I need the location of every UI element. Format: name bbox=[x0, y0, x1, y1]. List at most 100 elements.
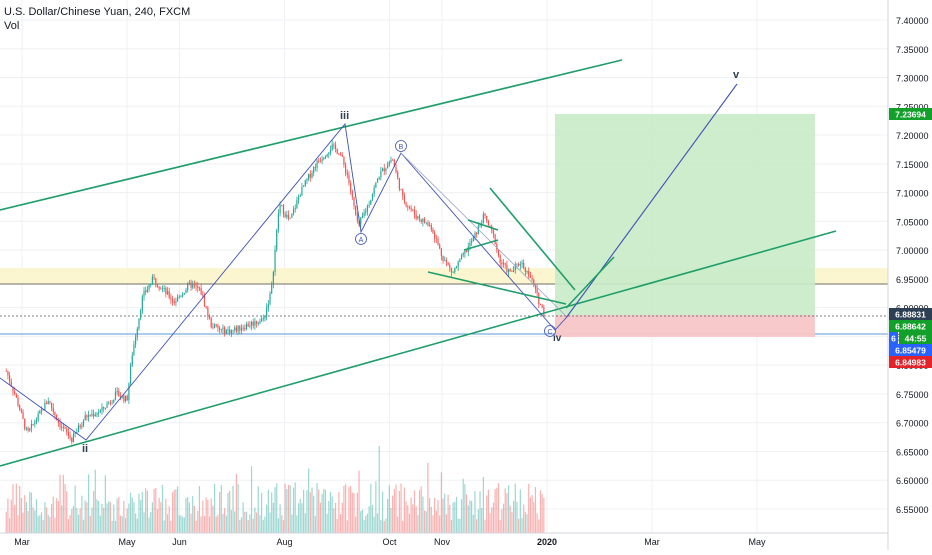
volume-bar bbox=[14, 505, 16, 533]
candle-body bbox=[539, 304, 542, 306]
wave-circle-a bbox=[355, 233, 367, 245]
candle-body bbox=[79, 425, 81, 428]
candle-body bbox=[22, 412, 24, 419]
volume-bar bbox=[195, 520, 197, 533]
breakout-line[interactable] bbox=[565, 256, 615, 309]
volume-bar bbox=[146, 490, 148, 533]
candle-body bbox=[353, 197, 355, 206]
candle-body bbox=[183, 293, 185, 295]
candle-body bbox=[203, 295, 206, 307]
candle-body bbox=[66, 428, 68, 433]
volume-bar bbox=[257, 486, 259, 533]
volume-bar bbox=[124, 517, 127, 533]
volume-bar bbox=[71, 509, 73, 533]
volume-bar bbox=[429, 498, 431, 533]
volume-bar bbox=[98, 500, 100, 533]
candle-body bbox=[219, 327, 221, 330]
volume-bar bbox=[380, 519, 382, 533]
volume-bar bbox=[178, 515, 180, 533]
candle-body bbox=[138, 318, 140, 329]
candle-body bbox=[225, 330, 227, 334]
price-label-bg bbox=[889, 344, 932, 356]
volume-bar bbox=[213, 484, 216, 533]
candle-body bbox=[10, 381, 12, 387]
candle-body bbox=[301, 186, 303, 196]
volume-bar bbox=[250, 466, 253, 533]
candle-body bbox=[531, 277, 533, 280]
candle-body bbox=[151, 276, 154, 284]
volume-bar bbox=[15, 483, 17, 533]
volume-bar bbox=[138, 493, 140, 533]
candle-body bbox=[232, 330, 234, 331]
wedge-bottom[interactable] bbox=[427, 271, 567, 305]
volume-bar bbox=[212, 505, 214, 533]
volume-bar bbox=[242, 502, 244, 533]
stop-zone bbox=[555, 315, 815, 337]
candle-body bbox=[150, 283, 152, 286]
volume-bar bbox=[266, 504, 268, 533]
volume-bar bbox=[109, 502, 112, 533]
volume-bar bbox=[24, 495, 26, 533]
candle-body bbox=[198, 287, 201, 289]
volume-bar bbox=[57, 500, 59, 533]
candle-body bbox=[442, 256, 444, 261]
volume-bar bbox=[29, 491, 31, 533]
y-tick-label: 7.40000 bbox=[896, 16, 929, 26]
volume-bar bbox=[143, 512, 145, 533]
candle-body bbox=[304, 180, 306, 186]
candle-body bbox=[281, 204, 283, 206]
volume-bar bbox=[192, 495, 194, 533]
candle-body bbox=[402, 190, 404, 196]
candle-body bbox=[163, 288, 165, 290]
wave-label-iii: iii bbox=[340, 110, 349, 122]
channel-upper[interactable] bbox=[0, 59, 623, 211]
volume-bar bbox=[397, 516, 399, 533]
volume-bar bbox=[321, 494, 323, 533]
candle-body bbox=[521, 262, 523, 265]
wave-projection[interactable] bbox=[565, 83, 738, 319]
wave-path[interactable] bbox=[0, 122, 567, 441]
volume-bar bbox=[410, 497, 412, 533]
candle-body bbox=[435, 238, 437, 240]
volume-bar bbox=[363, 520, 365, 533]
candle-body bbox=[383, 168, 385, 172]
volume-bar bbox=[487, 489, 490, 533]
triangle-line[interactable] bbox=[467, 219, 499, 231]
candle-body bbox=[311, 172, 313, 178]
volume-bar bbox=[34, 510, 36, 533]
candle-body bbox=[227, 329, 229, 331]
candle-body bbox=[200, 287, 202, 295]
volume-bar bbox=[331, 496, 333, 533]
volume-bar bbox=[168, 506, 170, 533]
channel-lower[interactable] bbox=[0, 230, 837, 467]
price-label-bg bbox=[889, 332, 898, 344]
candle-body bbox=[234, 327, 236, 331]
volume-bar bbox=[175, 489, 177, 533]
candle-body bbox=[135, 337, 137, 345]
volume-bar bbox=[447, 494, 449, 533]
volume-bar bbox=[51, 503, 53, 533]
candle-body bbox=[292, 209, 295, 214]
y-tick-label: 7.05000 bbox=[896, 217, 929, 227]
candle-body bbox=[454, 268, 456, 272]
volume-bar bbox=[104, 475, 106, 533]
candle-body bbox=[529, 276, 532, 278]
x-tick-label: May bbox=[748, 537, 766, 547]
candle-body bbox=[240, 328, 243, 331]
candle-body bbox=[492, 230, 495, 235]
triangle-line-2[interactable] bbox=[463, 239, 499, 251]
candle-body bbox=[313, 167, 315, 173]
volume-bar bbox=[252, 518, 254, 533]
wedge-top[interactable] bbox=[489, 187, 576, 291]
volume-bar bbox=[319, 502, 322, 533]
candle-body bbox=[254, 321, 256, 326]
candle-body bbox=[348, 174, 350, 184]
candle-body bbox=[266, 307, 268, 317]
volume-bar bbox=[412, 504, 414, 533]
candle-body bbox=[507, 269, 510, 273]
candle-body bbox=[430, 225, 432, 230]
volume-bar bbox=[296, 515, 298, 533]
volume-bar bbox=[210, 498, 212, 533]
